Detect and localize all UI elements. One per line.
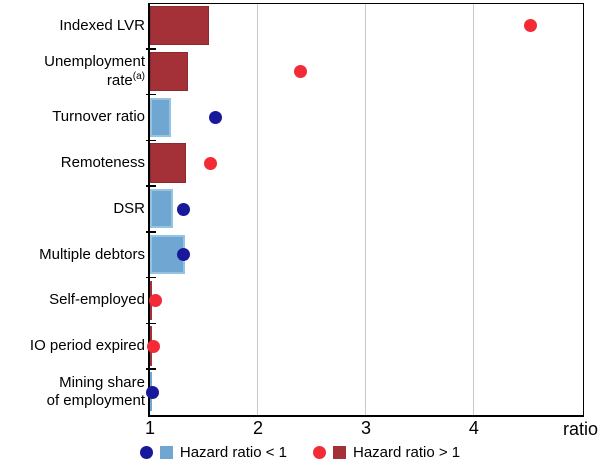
x-tick-label: 1 [144, 418, 155, 438]
category-label-line: Mining share [59, 373, 145, 391]
category-label: Indexed LVR [0, 3, 145, 49]
category-tick [146, 231, 156, 233]
category-tick [146, 368, 156, 370]
category-label: Remoteness [0, 140, 145, 186]
footnote-marker: (a) [132, 71, 145, 83]
category-label-line: DSR [113, 199, 145, 217]
category-label: Turnover ratio [0, 95, 145, 141]
x-axis-unit-label: ratio [562, 419, 598, 439]
legend-square-lt1 [159, 446, 173, 459]
hazard-bar-lt1 [150, 189, 173, 229]
category-tick [146, 276, 156, 279]
x-tick-label: 2 [252, 418, 263, 438]
category-label: IO period expired [0, 323, 145, 369]
legend-dot-gt1 [313, 446, 326, 459]
hazard-dot-lt1 [145, 385, 159, 399]
legend-square-gt1 [333, 446, 346, 459]
category-label-line: Remoteness [60, 154, 145, 172]
hazard-dot-gt1 [146, 339, 160, 353]
hazard-dot-lt1 [176, 248, 190, 262]
hazard-bar-gt1 [150, 51, 188, 92]
category-tick [146, 48, 156, 50]
category-label-line: Multiple debtors [39, 245, 145, 263]
category-tick [146, 93, 156, 96]
plot-border-top [150, 3, 584, 4]
x-axis-line [148, 415, 584, 417]
category-tick [146, 322, 156, 325]
hazard-bar-lt1 [150, 234, 185, 275]
hazard-dot-gt1 [293, 65, 307, 79]
hazard-bar-gt1 [150, 143, 186, 183]
plot-border-right [583, 3, 584, 415]
x-tick-label: 3 [360, 418, 371, 438]
legend-dot-lt1 [139, 446, 153, 459]
category-label: Unemployment rate(a) [0, 49, 145, 95]
hazard-dot-gt1 [523, 19, 537, 33]
hazard-bar-lt1 [150, 97, 171, 137]
category-label-line: Unemployment [44, 52, 145, 70]
legend-item: Hazard ratio < 1 [139, 444, 287, 461]
gridline [365, 3, 367, 415]
gridline [257, 3, 259, 415]
gridline [473, 3, 475, 415]
legend-label: Hazard ratio > 1 [353, 444, 461, 461]
category-tick [146, 185, 156, 187]
category-label-line: Self-employed [49, 291, 145, 309]
category-label: Self-employed [0, 278, 145, 324]
category-label-line: rate(a) [106, 71, 145, 90]
category-label: Multiple debtors [0, 232, 145, 278]
hazard-dot-lt1 [176, 202, 190, 216]
legend: Hazard ratio < 1 Hazard ratio > 1 [0, 444, 600, 461]
hazard-dot-lt1 [209, 110, 223, 124]
category-label-line: Turnover ratio [52, 108, 145, 126]
hazard-dot-gt1 [148, 294, 162, 308]
legend-item: Hazard ratio > 1 [313, 444, 460, 461]
category-label-line: Indexed LVR [59, 16, 145, 34]
category-label: DSR [0, 186, 145, 232]
legend-label: Hazard ratio < 1 [179, 444, 287, 461]
category-label: Mining share of employment [0, 369, 145, 415]
category-label-line: IO period expired [29, 337, 145, 355]
category-label-line: of employment [46, 392, 145, 410]
category-tick [146, 139, 156, 142]
x-tick-label: 4 [468, 418, 479, 438]
hazard-bar-gt1 [150, 6, 210, 46]
hazard-dot-gt1 [203, 156, 217, 170]
y-axis-line [148, 3, 150, 417]
